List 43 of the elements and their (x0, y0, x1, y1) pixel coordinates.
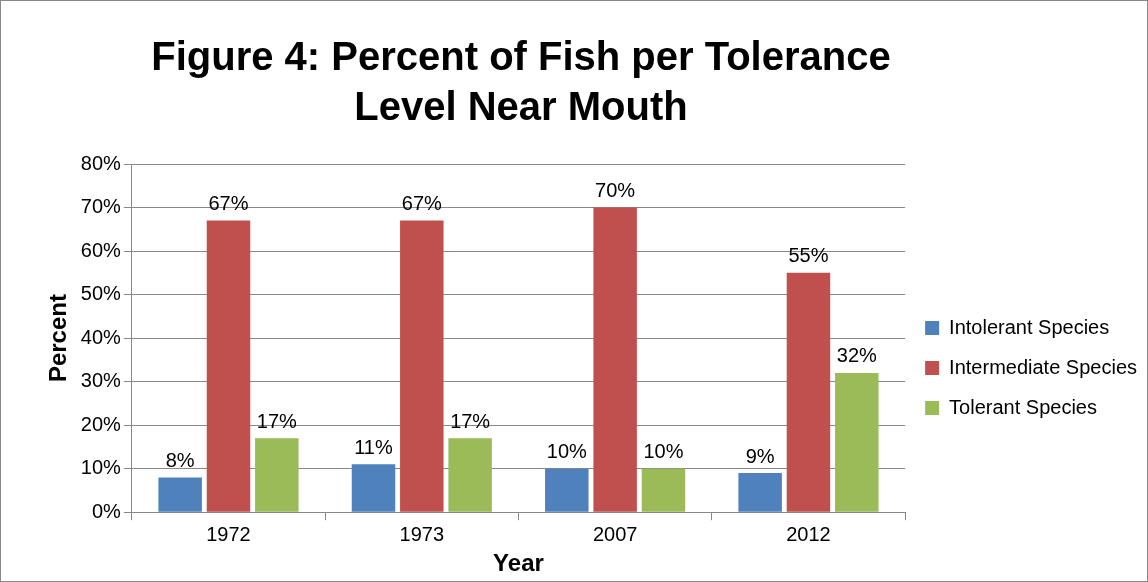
y-tick-label: 0% (91, 499, 122, 522)
legend-label: Intolerant Species (949, 315, 1110, 338)
legend-label: Tolerant Species (949, 395, 1097, 418)
chart-title: Figure 4: Percent of Fish per Tolerance Level Near Mouth (150, 33, 892, 130)
y-tick-label: 30% (80, 369, 122, 392)
data-label: 67% (208, 192, 249, 215)
data-label: 8% (165, 448, 195, 471)
data-label: 55% (788, 244, 829, 267)
data-label: 17% (450, 409, 491, 432)
x-tick-label: 1973 (399, 522, 445, 545)
x-tick-label: 2007 (592, 522, 638, 545)
data-label: 17% (256, 409, 298, 432)
y-axis-title: Percent (44, 294, 72, 383)
y-tick-label: 80% (80, 151, 122, 174)
x-tick-label: 1972 (206, 522, 251, 545)
data-label: 70% (595, 179, 636, 202)
x-axis-title: Year (493, 549, 544, 577)
y-tick-label: 60% (80, 238, 122, 261)
y-tick-label: 20% (80, 412, 122, 435)
data-label: 32% (836, 344, 878, 367)
y-tick-label: 50% (80, 282, 122, 305)
bar (255, 438, 299, 512)
data-label: 10% (546, 440, 588, 463)
data-label: 67% (401, 192, 443, 215)
bar (641, 468, 686, 512)
bar (738, 473, 782, 512)
x-tick-label: 2012 (786, 522, 831, 545)
legend-label: Intermediate Species (949, 355, 1138, 378)
data-label: 11% (354, 435, 393, 458)
data-label: 10% (643, 440, 684, 463)
y-tick-label: 40% (80, 325, 122, 348)
y-tick-label: 70% (80, 195, 122, 218)
bar (400, 220, 444, 512)
bar (545, 468, 589, 512)
bar (786, 272, 831, 512)
data-label: 9% (745, 444, 775, 467)
bar (448, 438, 492, 512)
bar (158, 477, 202, 512)
bar (351, 464, 396, 512)
bar (206, 220, 251, 512)
bar (835, 372, 879, 512)
y-tick-label: 10% (80, 456, 122, 479)
bar (593, 207, 637, 512)
